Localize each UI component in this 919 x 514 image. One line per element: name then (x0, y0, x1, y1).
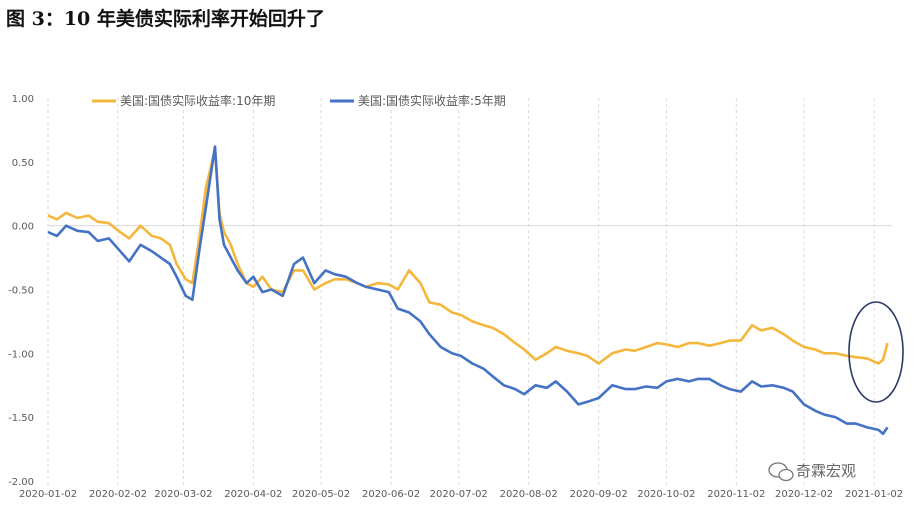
legend-label: 美国:国债实际收益率:10年期 (120, 93, 275, 108)
x-axis: 2020-01-02 2020-02-02 2020-03-02 2020-04-02… (19, 489, 903, 500)
chart-grid (47, 98, 892, 485)
x-tick-label: 2020-07-02 (430, 489, 488, 500)
y-tick-label: -0.50 (8, 286, 34, 297)
x-tick-label: 2020-01-02 (19, 489, 77, 500)
y-tick-label: -2.00 (8, 477, 34, 488)
watermark: 奇霖宏观 (768, 462, 856, 482)
y-tick-label: -1.00 (8, 349, 34, 360)
y-tick-label: 0.00 (12, 222, 34, 233)
x-tick-label: 2020-10-02 (637, 489, 695, 500)
figure-title: 图 3：10 年美债实际利率开始回升了 (6, 8, 325, 30)
y-axis: 1.00 0.50 0.00 -0.50 -1.00 -1.50 -2.00 (8, 94, 34, 488)
x-tick-label: 2021-01-02 (845, 489, 903, 500)
x-tick-label: 2020-05-02 (292, 489, 350, 500)
x-tick-label: 2020-03-02 (154, 489, 212, 500)
y-tick-label: 0.50 (12, 158, 34, 169)
x-tick-label: 2020-02-02 (89, 489, 147, 500)
watermark-text: 奇霖宏观 (796, 462, 856, 480)
legend-label: 美国:国债实际收益率:5年期 (358, 93, 506, 108)
chart-legend: 美国:国债实际收益率:10年期 美国:国债实际收益率:5年期 (92, 93, 506, 108)
x-tick-label: 2020-04-02 (224, 489, 282, 500)
x-tick-label: 2020-06-02 (362, 489, 420, 500)
x-tick-label: 2020-11-02 (707, 489, 765, 500)
highlight-circle (848, 301, 904, 403)
wechat-icon (768, 462, 794, 482)
x-tick-label: 2020-09-02 (570, 489, 628, 500)
series-line-10y (47, 147, 889, 365)
y-tick-label: -1.50 (8, 413, 34, 424)
y-tick-label: 1.00 (12, 94, 34, 105)
chart-lines (47, 145, 889, 436)
series-line-5y (47, 145, 889, 436)
x-tick-label: 2020-08-02 (500, 489, 558, 500)
x-tick-label: 2020-12-02 (775, 489, 833, 500)
